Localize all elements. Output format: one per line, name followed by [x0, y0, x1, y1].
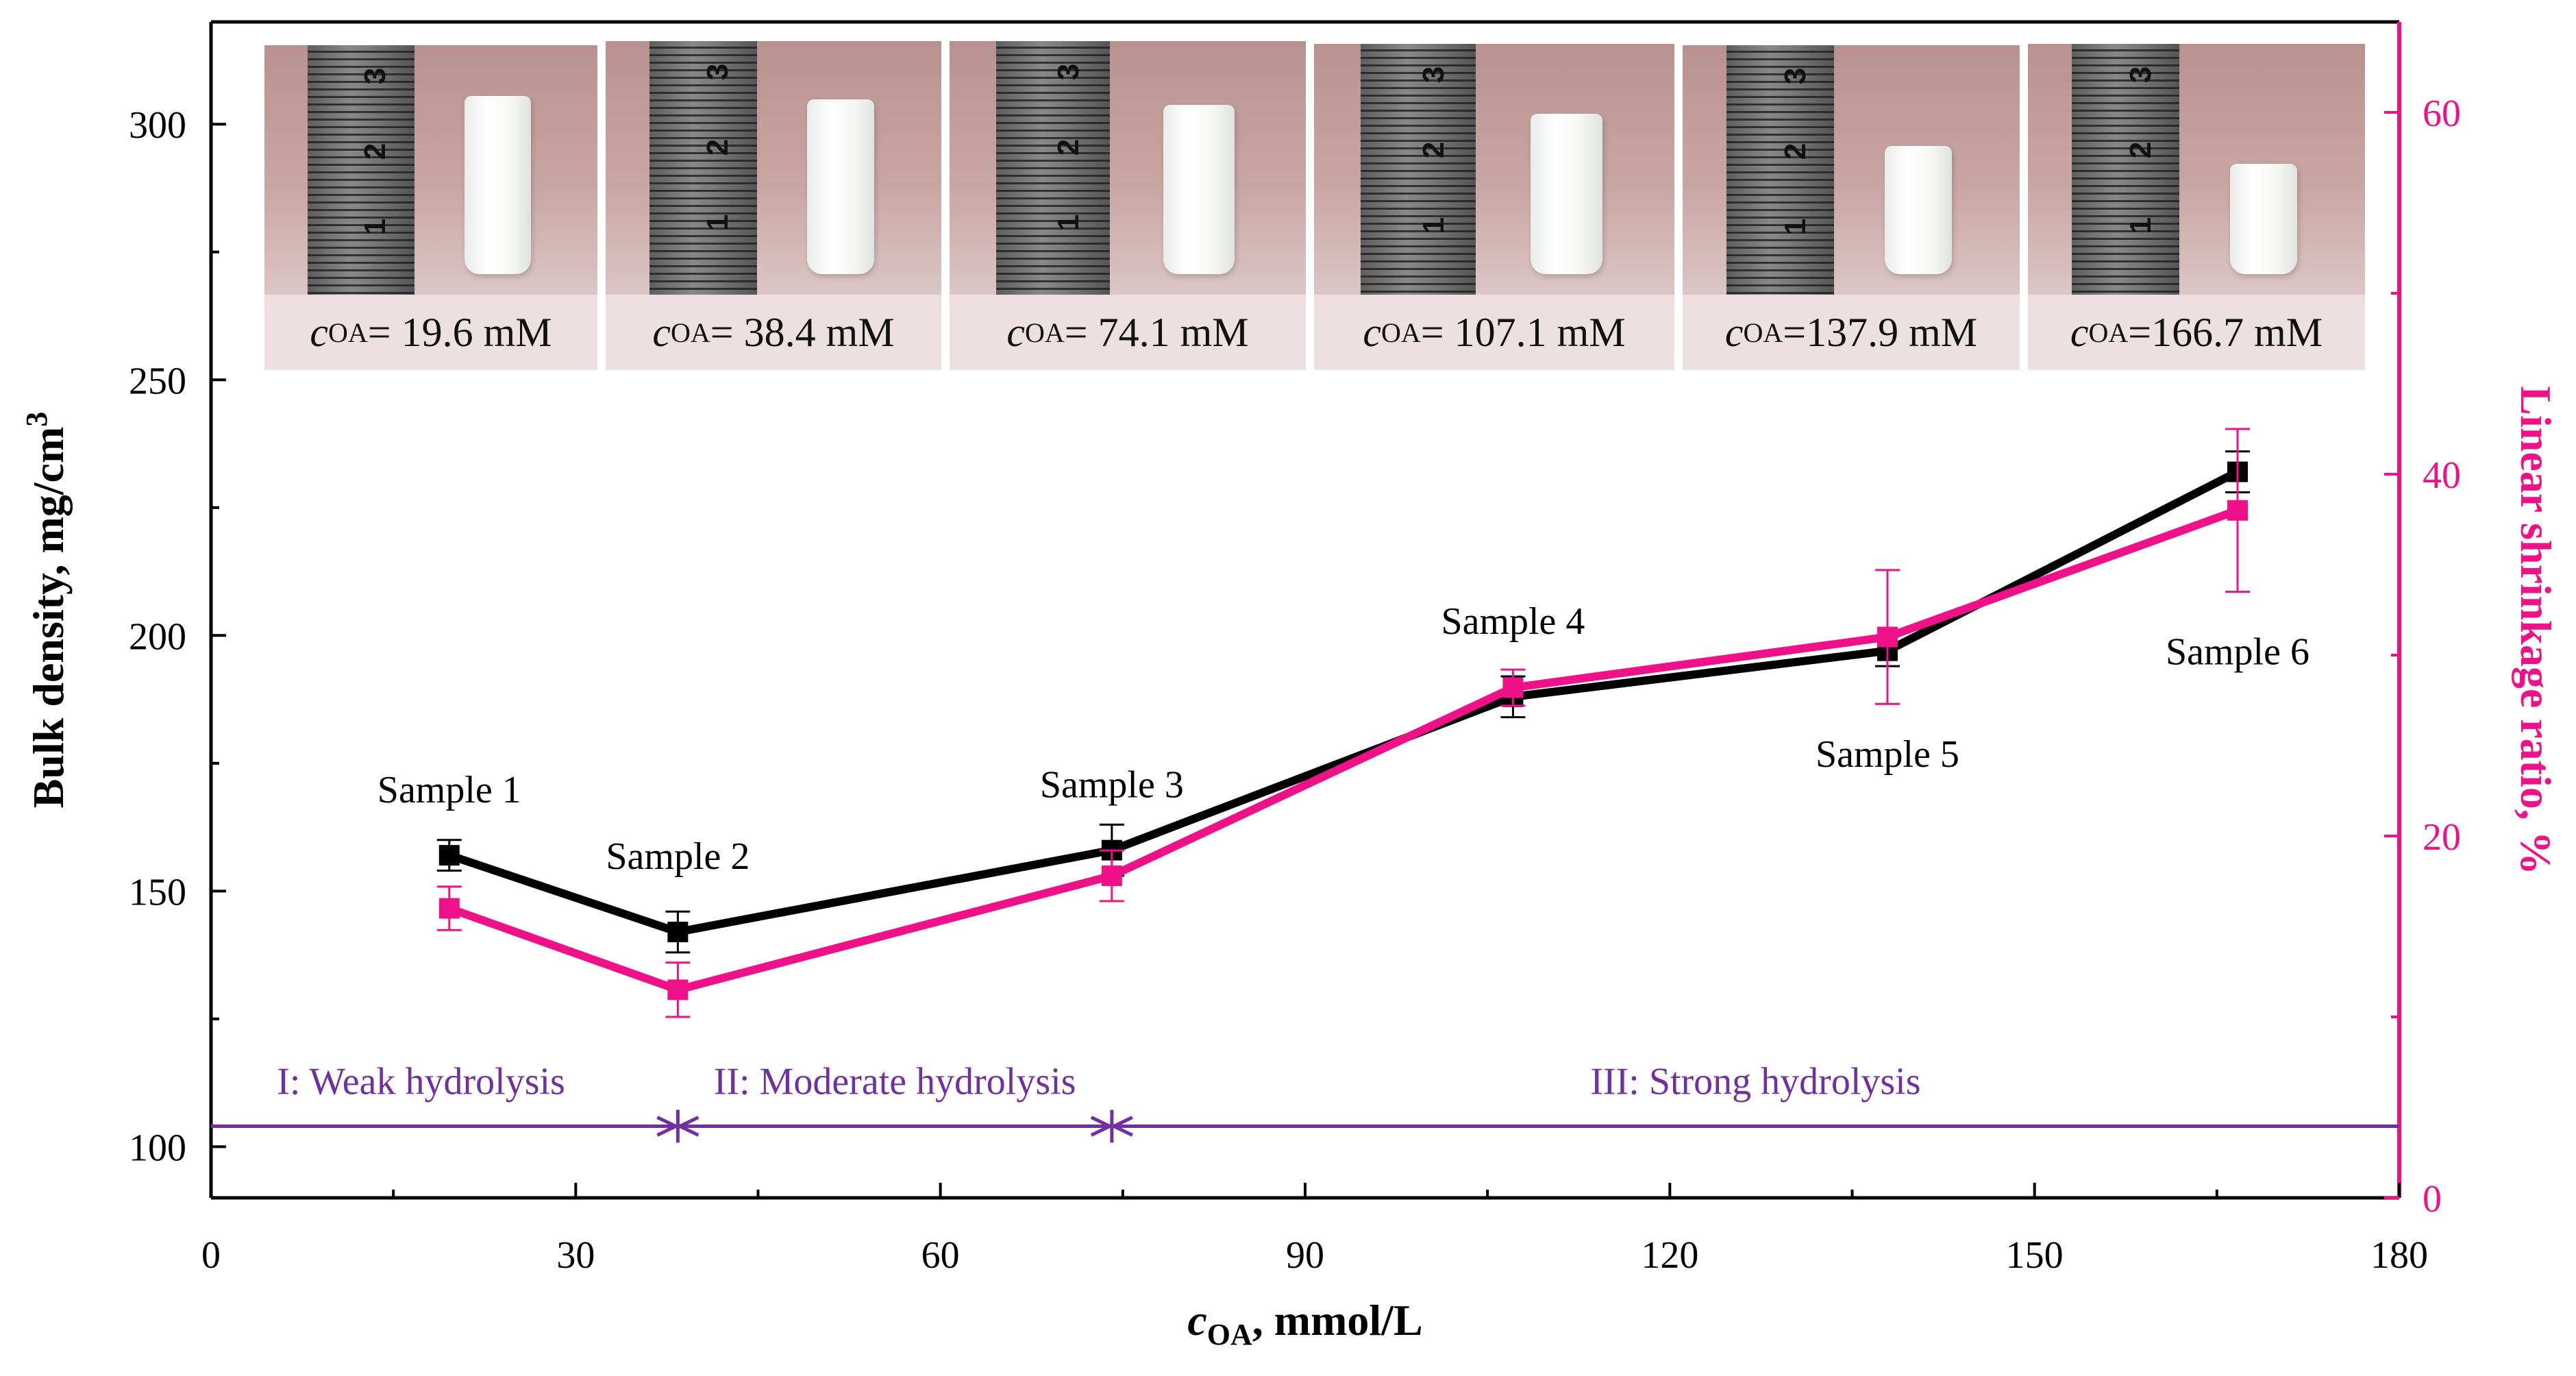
region-label: II: Moderate hydrolysis: [714, 1060, 1076, 1103]
data-point: [438, 845, 460, 866]
data-point: [667, 979, 689, 1000]
x-tick-label: 90: [1286, 1234, 1324, 1277]
sample-photo: 3 2 1 c OA = 74.1 mM: [950, 41, 1306, 370]
ruler-number: 3: [2124, 66, 2158, 84]
sample-photo: 3 2 1 c OA =137.9 mM: [1683, 45, 2020, 370]
x-tick-label: 150: [2006, 1234, 2064, 1277]
sample-label: Sample 1: [377, 769, 521, 811]
sample-label: Sample 6: [2166, 631, 2309, 674]
ruler-number: 2: [2124, 141, 2158, 159]
ruler: 3 2 1: [649, 41, 757, 295]
region-arrow: [676, 1116, 699, 1137]
region-label: I: Weak hydrolysis: [277, 1060, 565, 1103]
sample-photo: 3 2 1 c OA = 107.1 mM: [1314, 44, 1674, 370]
aerogel-cylinder: [2230, 164, 2297, 274]
sample-label: Sample 2: [606, 835, 750, 878]
ruler-number: 1: [1052, 214, 1086, 232]
shrinkage-line: [447, 506, 2240, 994]
photo-caption: c OA = 38.4 mM: [606, 295, 941, 370]
ruler-number: 1: [2124, 217, 2158, 234]
y2-tick-label: 40: [2423, 454, 2461, 497]
sample-photo: 3 2 1 c OA = 38.4 mM: [606, 41, 941, 370]
photo-caption: c OA =166.7 mM: [2028, 295, 2365, 370]
ruler-number: 3: [1417, 66, 1451, 84]
aerogel-cylinder: [1885, 146, 1952, 274]
data-point: [2227, 500, 2248, 521]
sample-photo: 3 2 1 c OA = 19.6 mM: [264, 45, 597, 370]
photo-caption: c OA = 74.1 mM: [950, 295, 1306, 370]
y-tick-label: 300: [129, 104, 186, 147]
region-label: III: Strong hydrolysis: [1590, 1060, 1920, 1103]
y2-axis-label: Linear shrinkage ratio, %: [2512, 386, 2560, 875]
x-tick-label: 60: [921, 1234, 960, 1277]
ruler-number: 1: [701, 214, 735, 232]
sample-label: Sample 5: [1816, 733, 1959, 776]
data-point: [1101, 865, 1122, 887]
sample-photo: 3 2 1 c OA =166.7 mM: [2028, 44, 2365, 370]
ruler: 3 2 1: [1361, 44, 1476, 295]
ruler: 3 2 1: [2072, 44, 2179, 295]
y2-tick-label: 60: [2423, 93, 2461, 135]
photo-caption: c OA = 19.6 mM: [264, 295, 597, 370]
y-tick-label: 200: [129, 615, 186, 658]
region-arrow: [656, 1116, 680, 1137]
ruler-number: 1: [1779, 218, 1813, 236]
data-point: [438, 898, 460, 919]
x-tick-label: 0: [201, 1234, 221, 1277]
y-tick-label: 100: [129, 1127, 186, 1169]
ruler-number: 3: [1052, 63, 1086, 81]
ruler: 3 2 1: [996, 41, 1110, 295]
ruler: 3 2 1: [1726, 45, 1834, 295]
ruler-number: 2: [1417, 141, 1451, 159]
aerogel-cylinder: [1163, 105, 1235, 274]
x-tick-label: 30: [556, 1234, 595, 1277]
x-tick-label: 180: [2370, 1234, 2428, 1277]
ruler-number: 2: [701, 138, 735, 156]
x-tick-label: 120: [1641, 1234, 1698, 1277]
photo-caption: c OA = 107.1 mM: [1314, 295, 1674, 370]
ruler-number: 2: [1052, 138, 1086, 156]
data-point: [667, 922, 689, 943]
ruler-number: 3: [1779, 67, 1813, 85]
y2-tick-label: 0: [2423, 1178, 2442, 1220]
sample-label: Sample 3: [1040, 764, 1184, 807]
sample-label: Sample 4: [1441, 600, 1585, 643]
aerogel-cylinder: [807, 99, 874, 274]
region-arrow: [1090, 1116, 1114, 1137]
region-arrow: [1110, 1116, 1133, 1137]
aerogel-cylinder: [465, 96, 531, 274]
data-point: [1877, 626, 1898, 648]
ruler-number: 1: [358, 218, 393, 236]
ruler-number: 2: [1779, 143, 1813, 160]
data-point: [1502, 677, 1524, 698]
ruler-number: 2: [358, 143, 393, 160]
photo-caption: c OA =137.9 mM: [1683, 295, 2020, 370]
density-line: [447, 468, 2240, 937]
ruler-number: 3: [701, 63, 735, 81]
y2-tick-label: 20: [2423, 816, 2461, 859]
aerogel-cylinder: [1531, 114, 1602, 274]
y-tick-label: 250: [129, 360, 186, 402]
y-axis-label: Bulk density, mg/cm3: [20, 412, 73, 809]
ruler: 3 2 1: [308, 45, 414, 295]
y-tick-label: 150: [129, 871, 186, 913]
x-axis-label: cOA, mmol/L: [1187, 1296, 1422, 1351]
ruler-number: 3: [358, 67, 393, 85]
ruler-number: 1: [1417, 217, 1451, 234]
